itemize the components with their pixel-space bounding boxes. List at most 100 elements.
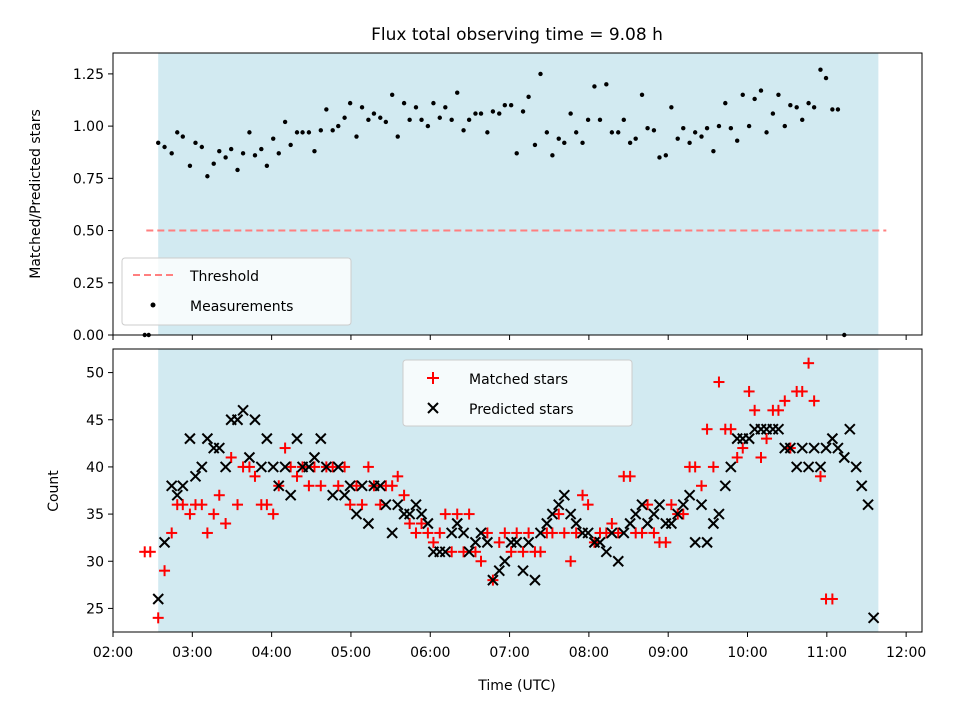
matched-star-point: [332, 480, 344, 492]
measurement-point: [704, 126, 710, 131]
predicted-star-point: [850, 461, 862, 473]
measurement-point: [383, 119, 389, 125]
measurement-point: [347, 100, 353, 106]
measurement-point: [526, 94, 531, 100]
predicted-star-point: [255, 461, 268, 473]
predicted-star-point: [743, 432, 755, 445]
measurement-point: [794, 105, 799, 110]
matched-star-point: [779, 395, 791, 407]
matched-star-point: [410, 527, 422, 539]
x-tick-label: 02:00: [93, 645, 133, 661]
predicted-star-point: [707, 517, 720, 530]
predicted-star-point: [820, 442, 832, 454]
predicted-star-point: [415, 508, 428, 520]
matched-star-point: [339, 461, 351, 473]
predicted-star-point: [392, 498, 404, 511]
predicted-star-point: [725, 461, 737, 473]
predicted-star-point: [529, 574, 541, 586]
predicted-star-point: [356, 480, 368, 492]
matched-star-point: [796, 385, 808, 397]
measurement-point: [776, 92, 781, 97]
measurement-point: [240, 151, 246, 156]
predicted-star-point: [291, 432, 303, 445]
measurement-point: [461, 128, 466, 133]
measurement-point: [354, 134, 359, 139]
legend-matched-label: Matched stars: [469, 372, 568, 388]
measurement-point: [532, 142, 538, 148]
measurement-point: [830, 107, 835, 112]
measurement-point: [692, 130, 698, 135]
measurement-point: [609, 130, 615, 135]
predicted-star-point: [606, 527, 618, 539]
predicted-star-point: [796, 442, 808, 454]
measurement-point: [199, 144, 205, 150]
x-tick-label: 04:00: [251, 645, 291, 661]
measurement-point: [645, 126, 650, 131]
matched-star-point: [291, 470, 303, 482]
bottom-y-axis-label: Count: [46, 470, 62, 512]
predicted-star-point: [648, 508, 660, 520]
matched-star-point: [446, 546, 458, 558]
measurement-point: [294, 130, 300, 135]
matched-star-point: [356, 499, 368, 511]
predicted-star-point: [689, 536, 701, 549]
predicted-star-point: [196, 461, 208, 473]
matched-star-point: [665, 499, 677, 511]
measurement-point: [806, 100, 811, 106]
matched-star-point: [660, 536, 672, 548]
predicted-star-point: [308, 451, 321, 464]
measurement-point: [585, 117, 591, 123]
predicted-star-point: [284, 489, 297, 501]
predicted-star-point: [410, 498, 422, 511]
measurement-point: [597, 117, 603, 123]
x-axis-label: Time (UTC): [477, 678, 555, 694]
measurement-point: [312, 148, 317, 154]
matched-star-point: [177, 499, 189, 511]
x-tick-label: 07:00: [489, 645, 529, 661]
measurement-point: [568, 111, 573, 116]
count-points: [139, 357, 880, 624]
matched-star-point: [404, 518, 416, 530]
measurement-point: [538, 71, 543, 77]
measurement-point: [217, 148, 222, 154]
matched-star-point: [696, 480, 708, 492]
matched-star-point: [582, 499, 594, 511]
matched-star-point: [624, 470, 636, 482]
predicted-star-point: [469, 536, 482, 549]
predicted-star-point: [624, 517, 636, 530]
measurement-point: [455, 90, 460, 95]
predicted-star-point: [457, 527, 470, 539]
matched-star-point: [600, 527, 612, 539]
measurement-point: [752, 96, 757, 102]
predicted-star-point: [201, 432, 214, 445]
top-legend: Threshold Measurements: [121, 257, 352, 326]
measurement-point: [651, 128, 657, 133]
matched-star-point: [166, 527, 178, 539]
y-tick-label: 40: [86, 460, 104, 476]
predicted-star-point: [243, 451, 256, 464]
predicted-star-point: [814, 461, 827, 473]
predicted-star-point: [374, 480, 386, 492]
measurement-point: [770, 111, 776, 116]
measurement-point: [520, 109, 526, 114]
measurement-point: [746, 123, 752, 129]
matched-star-point: [808, 395, 820, 407]
x-tick-label: 12:00: [886, 645, 926, 661]
measurement-point: [211, 161, 216, 166]
matched-star-point: [577, 489, 589, 501]
top-x-ticks: [112, 335, 907, 340]
measurement-point: [300, 130, 305, 135]
measurement-point: [823, 75, 829, 81]
matched-star-point: [511, 527, 523, 539]
matched-star-point: [267, 508, 279, 520]
measurement-point: [413, 105, 419, 110]
measurement-point: [401, 100, 407, 106]
measurement-point: [264, 163, 270, 168]
predicted-star-point: [600, 546, 613, 558]
matched-star-point: [213, 489, 225, 501]
measurement-point: [544, 130, 550, 135]
measurement-point: [443, 105, 448, 110]
matched-star-point: [755, 451, 767, 463]
matched-star-point: [570, 527, 582, 539]
measurement-point: [657, 155, 662, 160]
